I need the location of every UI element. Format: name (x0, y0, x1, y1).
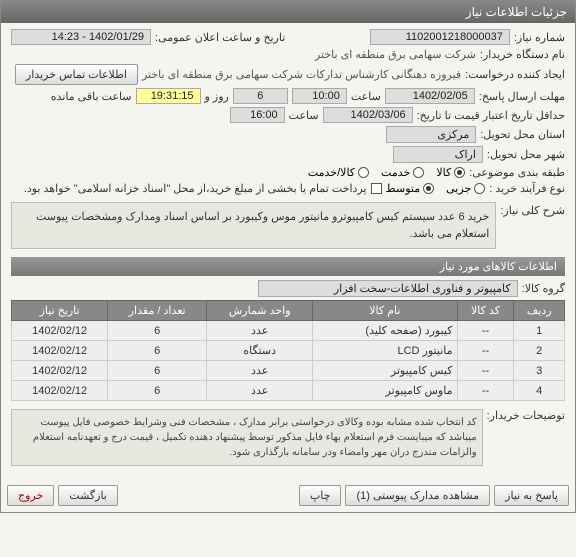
items-table: ردیف کد کالا نام کالا واحد شمارش تعداد /… (11, 300, 565, 401)
table-cell: 1402/02/12 (12, 321, 108, 341)
table-cell: -- (457, 321, 514, 341)
radio-dot-icon (413, 167, 424, 178)
table-cell: -- (457, 381, 514, 401)
respond-button[interactable]: پاسخ به نیاز (494, 485, 569, 506)
table-cell: 6 (108, 361, 207, 381)
table-cell: 1402/02/12 (12, 381, 108, 401)
radio-both[interactable]: کالا/خدمت (308, 166, 369, 179)
table-cell: 4 (514, 381, 565, 401)
process-note: پرداخت تمام یا بخشی از مبلغ خرید،از محل … (24, 182, 367, 195)
table-cell: 6 (108, 321, 207, 341)
col-name: نام کالا (313, 301, 457, 321)
items-section-header: اطلاعات کالاهای مورد نیاز (11, 257, 565, 276)
radio-small[interactable]: جزیی (446, 182, 485, 195)
deadline-label: مهلت ارسال پاسخ: (479, 90, 565, 103)
radio-dot-icon (474, 183, 485, 194)
req-no-label: شماره نیاز: (514, 31, 565, 44)
button-bar: پاسخ به نیاز مشاهده مدارک پیوستی (1) چاپ… (1, 479, 575, 512)
city-field: اراک (393, 146, 483, 163)
valid-label: حداقل تاریخ اعتبار قیمت تا تاریخ: (417, 109, 565, 122)
table-row: 1--کیبورد (صفحه کلید)عدد61402/02/12 (12, 321, 565, 341)
print-button[interactable]: چاپ (299, 485, 342, 506)
time-label-2: ساعت (289, 109, 319, 122)
summary-box: خرید 6 عدد سیستم کیس کامپیوترو مانیتور م… (11, 202, 496, 249)
req-no-field: 1102001218000037 (370, 29, 510, 45)
treasury-checkbox[interactable] (371, 183, 382, 194)
table-row: 3--کیس کامپیوترعدد61402/02/12 (12, 361, 565, 381)
time-label-1: ساعت (351, 90, 381, 103)
deadline-time-field: 10:00 (292, 88, 347, 104)
table-cell: 3 (514, 361, 565, 381)
buyer-org-label: نام دستگاه خریدار: (480, 48, 565, 61)
remain-label: ساعت باقی مانده (51, 90, 132, 103)
valid-time-field: 16:00 (230, 107, 285, 123)
col-qty: تعداد / مقدار (108, 301, 207, 321)
buyer-note-box: کد انتخاب شده مشابه بوده وکالای درخواستی… (11, 409, 483, 466)
creator-value: فیروزه دهنگانی کارشناس تدارکات شرکت سهام… (142, 68, 461, 81)
days-left-field: 6 (233, 88, 288, 104)
col-row: ردیف (514, 301, 565, 321)
table-cell: مانیتور LCD (313, 341, 457, 361)
deadline-date-field: 1402/02/05 (385, 88, 475, 104)
table-cell: 1 (514, 321, 565, 341)
table-cell: عدد (207, 381, 313, 401)
radio-service[interactable]: خدمت (381, 166, 424, 179)
radio-dot-icon (454, 167, 465, 178)
announce-label: تاریخ و ساعت اعلان عمومی: (155, 31, 285, 44)
time-left-field: 19:31:15 (136, 88, 201, 104)
table-cell: دستگاه (207, 341, 313, 361)
table-row: 2--مانیتور LCDدستگاه61402/02/12 (12, 341, 565, 361)
radio-dot-icon (358, 167, 369, 178)
category-radio-group: کالا خدمت کالا/خدمت (308, 166, 465, 179)
table-cell: 2 (514, 341, 565, 361)
table-header-row: ردیف کد کالا نام کالا واحد شمارش تعداد /… (12, 301, 565, 321)
table-cell: کیس کامپیوتر (313, 361, 457, 381)
table-cell: عدد (207, 361, 313, 381)
table-cell: 6 (108, 381, 207, 401)
table-cell: ماوس کامپیوتر (313, 381, 457, 401)
col-unit: واحد شمارش (207, 301, 313, 321)
table-cell: 6 (108, 341, 207, 361)
radio-goods[interactable]: کالا (436, 166, 465, 179)
group-label: گروه کالا: (522, 282, 565, 295)
attachments-button[interactable]: مشاهده مدارک پیوستی (1) (345, 485, 490, 506)
col-date: تاریخ نیاز (12, 301, 108, 321)
form-area: شماره نیاز: 1102001218000037 تاریخ و ساع… (1, 23, 575, 479)
table-cell: 1402/02/12 (12, 361, 108, 381)
table-cell: عدد (207, 321, 313, 341)
category-label: طبقه بندی موضوعی: (469, 166, 565, 179)
table-row: 4--ماوس کامپیوترعدد61402/02/12 (12, 381, 565, 401)
announce-field: 1402/01/29 - 14:23 (11, 29, 151, 45)
buyer-org-value: شرکت سهامی برق منطقه ای باختر (315, 48, 476, 61)
contact-info-button[interactable]: اطلاعات تماس خریدار (15, 64, 138, 85)
group-field: کامپیوتر و فناوری اطلاعات-سخت افزار (258, 280, 518, 297)
process-label: نوع فرآیند خرید : (489, 182, 565, 195)
table-cell: -- (457, 361, 514, 381)
table-cell: -- (457, 341, 514, 361)
col-code: کد کالا (457, 301, 514, 321)
window-title: جزئیات اطلاعات نیاز (1, 1, 575, 23)
buyer-note-label: توضیحات خریدار: (487, 405, 565, 422)
table-cell: 1402/02/12 (12, 341, 108, 361)
table-cell: کیبورد (صفحه کلید) (313, 321, 457, 341)
creator-label: ایجاد کننده درخواست: (465, 68, 565, 81)
process-radio-group: جزیی متوسط (386, 182, 486, 195)
back-button[interactable]: بازگشت (58, 485, 118, 506)
details-window: جزئیات اطلاعات نیاز شماره نیاز: 11020012… (0, 0, 576, 513)
radio-medium[interactable]: متوسط (386, 182, 435, 195)
radio-dot-icon (423, 183, 434, 194)
valid-date-field: 1402/03/06 (323, 107, 413, 123)
days-label: روز و (205, 90, 229, 103)
province-label: استان محل تحویل: (480, 128, 565, 141)
summary-label: شرح کلی نیاز: (500, 198, 565, 217)
exit-button[interactable]: خروج (7, 485, 54, 506)
province-field: مرکزی (386, 126, 476, 143)
city-label: شهر محل تحویل: (487, 148, 565, 161)
